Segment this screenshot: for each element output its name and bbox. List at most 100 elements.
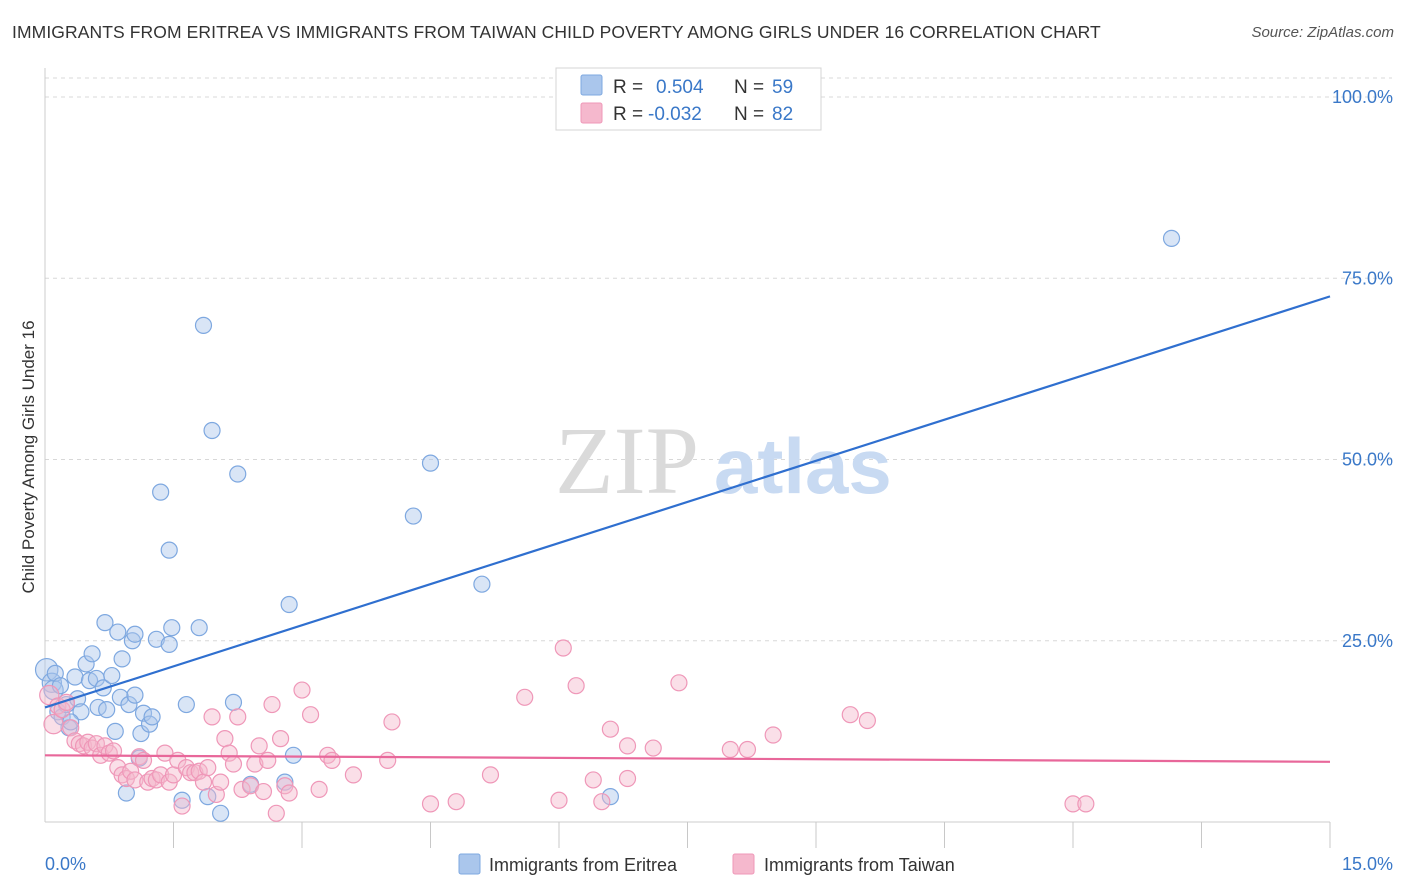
point-eritrea [98, 701, 116, 719]
point-eritrea [66, 668, 84, 686]
point-taiwan [841, 706, 859, 724]
point-taiwan [618, 769, 637, 788]
chart-title: IMMIGRANTS FROM ERITREA VS IMMIGRANTS FR… [12, 22, 1101, 42]
point-taiwan [1064, 795, 1082, 813]
point-taiwan [212, 773, 230, 791]
legend-swatch-taiwan [580, 102, 603, 124]
point-taiwan [224, 755, 243, 773]
point-taiwan [233, 780, 251, 798]
point-eritrea [276, 773, 294, 791]
point-taiwan [173, 797, 191, 815]
point-eritrea [177, 695, 195, 714]
point-taiwan [280, 784, 298, 802]
point-taiwan [259, 751, 277, 769]
y-tick-label: 75.0% [1342, 268, 1393, 288]
point-taiwan [481, 766, 500, 784]
point-taiwan [601, 720, 620, 738]
watermark: ZIP atlas [555, 407, 892, 514]
x-tick-label: 15.0% [1342, 854, 1393, 874]
series-legend: Immigrants from Eritrea Immigrants from … [458, 853, 955, 875]
legend-r-label-eritrea: R = [613, 77, 643, 98]
point-eritrea [143, 708, 161, 726]
point-taiwan [567, 677, 585, 695]
source-label: Source: ZipAtlas.com [1251, 24, 1394, 41]
point-taiwan [383, 713, 401, 731]
point-eritrea [194, 316, 213, 334]
point-eritrea [160, 541, 178, 559]
data-points [34, 229, 1181, 822]
legend-r-value-eritrea: 0.504 [656, 77, 704, 98]
bottom-legend-swatch-eritrea [458, 853, 481, 875]
point-taiwan [126, 771, 144, 789]
point-eritrea [132, 724, 150, 743]
point-taiwan [764, 726, 782, 744]
point-taiwan [379, 751, 397, 769]
point-taiwan [550, 791, 568, 809]
point-taiwan [618, 737, 637, 755]
y-tick-label: 100.0% [1332, 87, 1393, 107]
point-taiwan [721, 740, 739, 759]
legend-n-label-eritrea: N = [734, 77, 764, 98]
axes: 25.0% 50.0% 75.0% 100.0% 0.0% 15.0% [44, 68, 1393, 874]
point-taiwan [644, 739, 662, 757]
legend-swatch-eritrea [580, 74, 603, 96]
point-taiwan [250, 737, 268, 755]
point-taiwan [182, 764, 200, 782]
point-taiwan [156, 744, 174, 762]
legend-r-label-taiwan: R = [613, 104, 643, 125]
point-taiwan [344, 766, 362, 784]
point-eritrea [147, 630, 165, 648]
bottom-legend-swatch-taiwan [732, 853, 755, 875]
point-eritrea [160, 635, 178, 653]
point-taiwan [310, 780, 328, 798]
legend-n-value-taiwan: 82 [772, 104, 793, 125]
trend-line-eritrea [44, 295, 1331, 709]
watermark-zip: ZIP [555, 407, 699, 514]
point-eritrea [473, 575, 491, 593]
point-eritrea [284, 746, 303, 764]
bottom-legend-label-taiwan: Immigrants from Taiwan [764, 855, 955, 875]
point-eritrea [72, 703, 90, 721]
point-eritrea [120, 695, 138, 714]
point-taiwan [858, 711, 877, 730]
gridlines [45, 77, 1392, 642]
legend-n-label-taiwan: N = [734, 104, 764, 125]
point-taiwan [62, 719, 80, 737]
point-eritrea [212, 804, 230, 822]
point-taiwan [190, 762, 208, 780]
trend-lines [44, 295, 1331, 763]
point-eritrea [152, 483, 170, 501]
point-eritrea [229, 465, 247, 483]
point-taiwan [421, 795, 440, 813]
point-eritrea [421, 454, 440, 472]
x-tick-label: 0.0% [45, 854, 86, 874]
point-eritrea [96, 614, 114, 632]
point-taiwan [670, 674, 688, 692]
point-eritrea [77, 655, 95, 673]
bottom-legend-label-eritrea: Immigrants from Eritrea [489, 855, 678, 875]
point-eritrea [601, 788, 620, 806]
point-taiwan [271, 730, 290, 748]
trend-line-taiwan [44, 754, 1331, 763]
point-eritrea [1162, 229, 1181, 247]
point-taiwan [447, 793, 465, 811]
point-taiwan [194, 773, 213, 791]
point-taiwan [199, 759, 217, 777]
point-eritrea [134, 704, 153, 722]
point-eritrea [224, 693, 243, 711]
point-eritrea [106, 722, 124, 740]
point-taiwan [554, 639, 572, 657]
y-axis-label: Child Poverty Among Girls Under 16 [19, 320, 38, 593]
point-taiwan [203, 708, 221, 726]
point-taiwan [267, 804, 285, 822]
point-taiwan [301, 706, 320, 724]
point-eritrea [103, 666, 121, 685]
y-tick-label: 25.0% [1342, 631, 1393, 651]
point-taiwan [263, 695, 281, 714]
point-eritrea [173, 791, 191, 809]
point-taiwan [1077, 795, 1095, 813]
point-eritrea [83, 645, 101, 663]
point-taiwan [254, 782, 273, 801]
point-eritrea [163, 619, 181, 637]
point-taiwan [516, 688, 534, 706]
